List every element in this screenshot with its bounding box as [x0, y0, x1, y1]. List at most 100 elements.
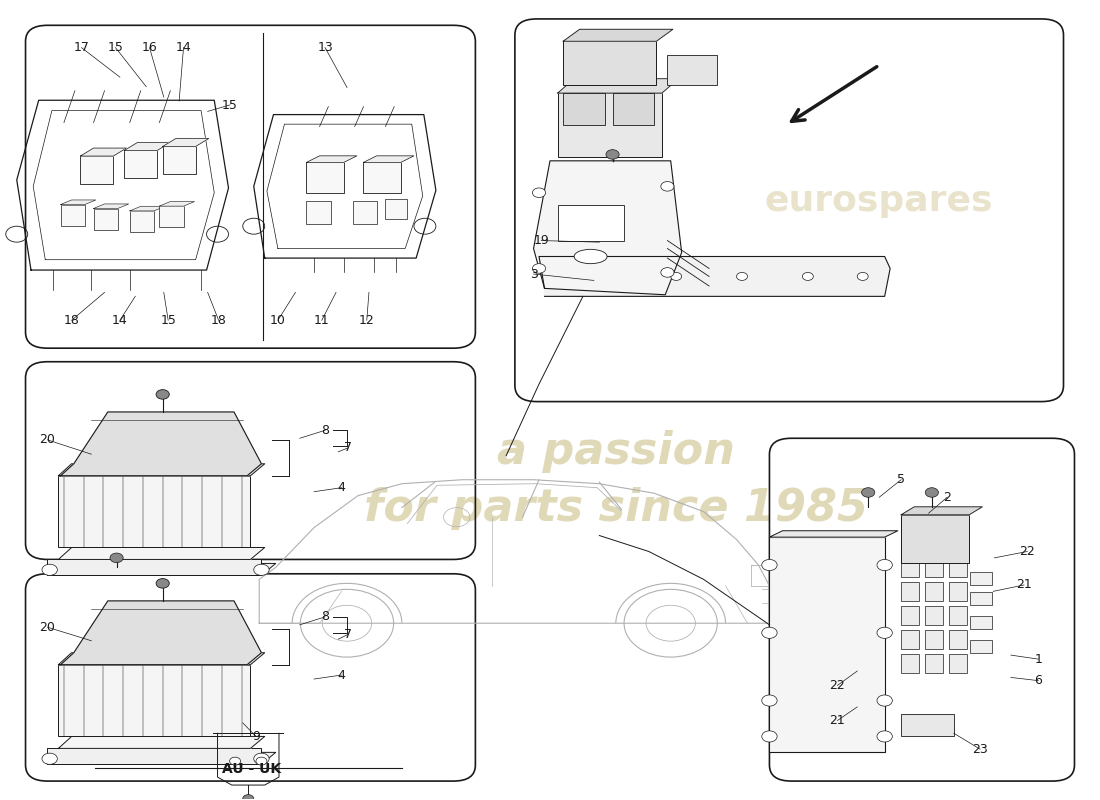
Polygon shape — [363, 156, 414, 162]
Polygon shape — [539, 257, 890, 296]
Text: 8: 8 — [321, 424, 329, 437]
Bar — [163, 146, 196, 174]
Text: 11: 11 — [314, 314, 330, 326]
Circle shape — [42, 753, 57, 764]
Polygon shape — [58, 737, 265, 748]
Polygon shape — [58, 653, 265, 665]
Text: 6: 6 — [1034, 674, 1042, 687]
Text: 18: 18 — [64, 314, 79, 326]
Polygon shape — [60, 200, 96, 205]
Bar — [925, 558, 943, 577]
Polygon shape — [60, 601, 262, 665]
Bar — [160, 206, 184, 227]
Bar — [124, 150, 157, 178]
Text: 4: 4 — [338, 481, 345, 494]
Bar — [949, 558, 967, 577]
Circle shape — [532, 264, 546, 274]
Polygon shape — [47, 752, 276, 764]
Bar — [352, 202, 376, 224]
Text: 21: 21 — [1016, 578, 1032, 591]
Circle shape — [762, 695, 777, 706]
Bar — [307, 202, 331, 224]
Circle shape — [671, 273, 682, 281]
Circle shape — [254, 753, 270, 764]
Text: 10: 10 — [270, 314, 286, 326]
Text: AU - UK: AU - UK — [222, 762, 282, 776]
Circle shape — [925, 488, 938, 498]
Circle shape — [877, 731, 892, 742]
Polygon shape — [160, 202, 195, 206]
Polygon shape — [124, 142, 170, 150]
Bar — [47, 748, 262, 764]
Text: 14: 14 — [176, 41, 191, 54]
Circle shape — [877, 559, 892, 570]
Text: 4: 4 — [338, 669, 345, 682]
Bar — [901, 515, 969, 562]
Circle shape — [42, 564, 57, 575]
Bar — [949, 654, 967, 673]
Text: 2: 2 — [944, 490, 952, 504]
Bar — [385, 199, 407, 218]
Polygon shape — [130, 206, 165, 211]
Text: 20: 20 — [40, 434, 55, 446]
Bar — [47, 559, 262, 575]
Text: 14: 14 — [112, 314, 128, 326]
Text: 15: 15 — [161, 314, 176, 326]
Polygon shape — [58, 464, 265, 476]
Text: 17: 17 — [74, 41, 89, 54]
Text: a passion
for parts since 1985: a passion for parts since 1985 — [364, 430, 868, 530]
Circle shape — [110, 553, 123, 562]
Text: 16: 16 — [142, 41, 157, 54]
Bar — [949, 606, 967, 625]
Text: 22: 22 — [829, 679, 845, 692]
Polygon shape — [307, 156, 356, 162]
Circle shape — [532, 188, 546, 198]
Text: 8: 8 — [321, 610, 329, 623]
Ellipse shape — [574, 250, 607, 264]
Circle shape — [156, 390, 169, 399]
Bar — [970, 616, 992, 629]
Text: 7: 7 — [344, 442, 352, 454]
Bar — [970, 572, 992, 585]
Circle shape — [737, 273, 748, 281]
Circle shape — [762, 731, 777, 742]
Text: 20: 20 — [40, 621, 55, 634]
Polygon shape — [769, 530, 898, 537]
Circle shape — [861, 488, 875, 498]
Polygon shape — [563, 30, 673, 42]
Bar — [925, 654, 943, 673]
Circle shape — [254, 564, 270, 575]
Bar — [925, 630, 943, 649]
Text: 23: 23 — [972, 742, 988, 756]
Circle shape — [256, 757, 267, 765]
Text: eurospares: eurospares — [764, 184, 993, 218]
Bar — [970, 640, 992, 653]
Polygon shape — [163, 138, 209, 146]
Bar — [901, 558, 918, 577]
Polygon shape — [94, 204, 129, 209]
Polygon shape — [47, 563, 276, 575]
Bar — [130, 211, 154, 232]
Bar — [925, 582, 943, 601]
Bar — [901, 714, 954, 737]
Circle shape — [661, 182, 674, 191]
Bar — [563, 93, 605, 125]
Bar — [558, 205, 624, 241]
Bar — [901, 630, 918, 649]
Bar — [925, 606, 943, 625]
Text: 1: 1 — [1034, 653, 1042, 666]
Circle shape — [877, 627, 892, 638]
Bar — [970, 592, 992, 605]
Circle shape — [762, 627, 777, 638]
Circle shape — [606, 150, 619, 159]
Circle shape — [762, 559, 777, 570]
Circle shape — [877, 695, 892, 706]
Text: 22: 22 — [1020, 545, 1035, 558]
Text: 3: 3 — [529, 267, 538, 281]
Bar — [769, 537, 884, 752]
Bar — [901, 606, 918, 625]
Circle shape — [230, 757, 241, 765]
Text: 18: 18 — [211, 314, 227, 326]
Bar — [901, 654, 918, 673]
Bar — [901, 582, 918, 601]
